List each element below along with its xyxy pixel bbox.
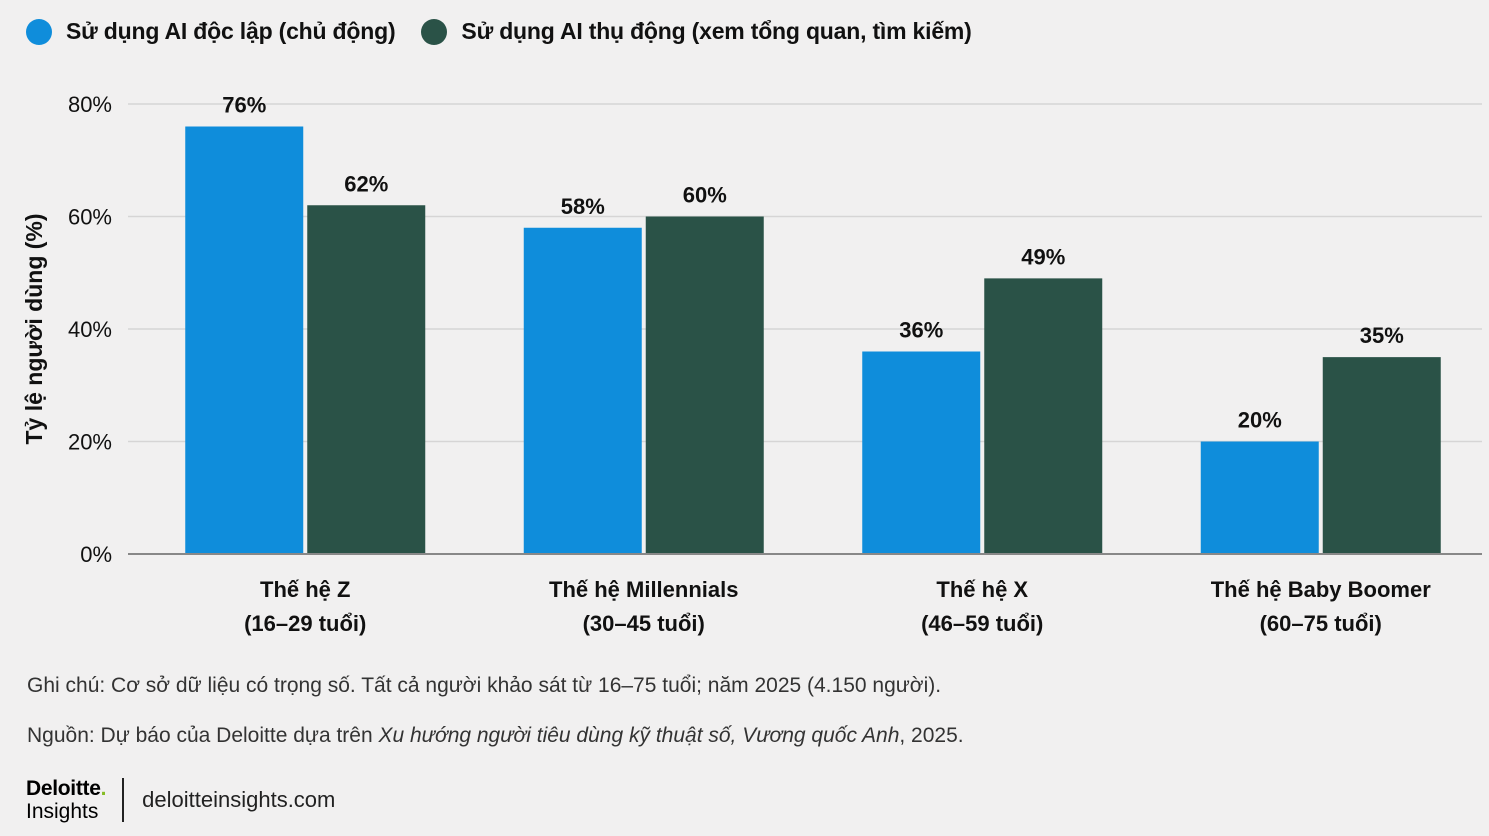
data-label: 20%: [1238, 408, 1282, 433]
bar-chart: 0% 20% 40% 60% 80% Tỷ lệ người dùng (%) 76% 62%…: [21, 92, 1482, 636]
data-label: 58%: [561, 194, 605, 219]
footer: Deloitte. Insights deloitteinsights.com: [26, 778, 335, 822]
legend-swatch-active: [26, 18, 52, 45]
logo-subtitle: Insights: [26, 800, 99, 823]
y-tick-label: 80%: [68, 92, 112, 117]
x-tick-label: Thế hệ Baby Boomer: [1211, 577, 1431, 602]
bar: [645, 216, 764, 554]
x-tick-label: Thế hệ Z: [260, 577, 350, 602]
bar: [523, 227, 642, 554]
data-label: 49%: [1021, 244, 1065, 269]
data-label: 76%: [222, 93, 266, 118]
logo-dot: .: [100, 777, 107, 800]
chart-note: Ghi chú: Cơ sở dữ liệu có trọng số. Tất …: [27, 674, 942, 697]
data-label: 60%: [683, 183, 727, 208]
deloitte-insights-logo: Deloitte. Insights: [26, 778, 106, 822]
source-suffix: , 2025.: [899, 724, 964, 747]
legend-item-active: Sử dụng AI độc lập (chủ động): [26, 18, 396, 45]
x-tick-label: Thế hệ X: [936, 577, 1028, 602]
x-tick-label: (60–75 tuổi): [1260, 611, 1382, 636]
x-tick-label: (46–59 tuổi): [921, 611, 1043, 636]
footer-divider: [122, 778, 125, 822]
source-title: Xu hướng người tiêu dùng kỹ thuật số, Vư…: [378, 724, 900, 747]
x-tick-label: (30–45 tuổi): [583, 611, 705, 636]
chart-source: Nguồn: Dự báo của Deloitte dựa trên Xu h…: [27, 724, 964, 748]
y-tick-label: 60%: [68, 205, 112, 230]
y-axis-label: Tỷ lệ người dùng (%): [21, 213, 47, 444]
bar: [1322, 357, 1441, 554]
x-tick-label: Thế hệ Millennials: [549, 577, 738, 602]
x-tick-label: (16–29 tuổi): [244, 611, 366, 636]
bar: [307, 205, 426, 554]
bar: [984, 278, 1103, 554]
legend-label-active: Sử dụng AI độc lập (chủ động): [66, 18, 396, 44]
data-label: 36%: [899, 318, 943, 343]
data-label: 62%: [344, 171, 388, 196]
y-tick-label: 0%: [80, 542, 112, 567]
logo-word: Deloitte: [26, 777, 101, 800]
source-prefix: Nguồn: Dự báo của Deloitte dựa trên: [27, 724, 379, 747]
logo-wordmark: Deloitte.: [26, 778, 106, 799]
bar: [185, 126, 304, 554]
footer-url-link[interactable]: deloitteinsights.com: [142, 787, 336, 812]
legend-label-passive: Sử dụng AI thụ động (xem tổng quan, tìm …: [461, 18, 972, 44]
chart-legend: Sử dụng AI độc lập (chủ động) Sử dụng AI…: [26, 18, 998, 45]
data-label: 35%: [1360, 323, 1404, 348]
bar: [1200, 441, 1319, 554]
y-tick-label: 20%: [68, 430, 112, 455]
legend-item-passive: Sử dụng AI thụ động (xem tổng quan, tìm …: [421, 18, 972, 45]
bar: [862, 351, 981, 554]
legend-swatch-passive: [421, 18, 448, 45]
y-tick-label: 40%: [68, 317, 112, 342]
